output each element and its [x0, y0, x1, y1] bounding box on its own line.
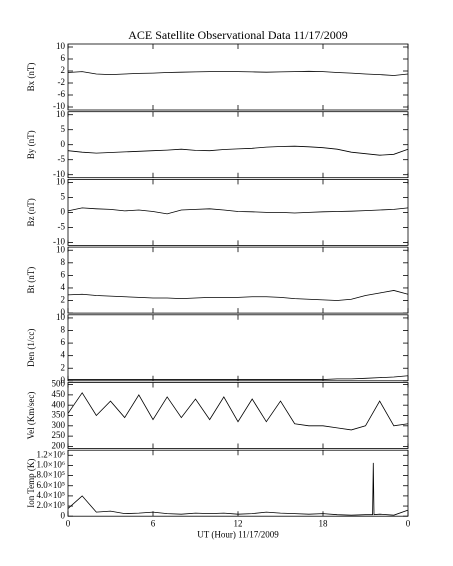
y-tick-label: 8 [61, 325, 66, 335]
y-axis-label: Bt (nT) [26, 267, 36, 294]
y-tick-label: 10 [56, 41, 66, 51]
y-tick-label: 450 [52, 389, 66, 399]
y-tick-label: -2 [58, 77, 66, 87]
x-tick-label: 0 [406, 518, 411, 528]
y-axis-label: Ion Temp (K) [26, 459, 36, 508]
y-tick-label: 8.0×10⁵ [37, 470, 65, 480]
x-tick-label: 12 [234, 518, 243, 528]
data-line [67, 462, 409, 516]
y-tick-label: 5 [61, 191, 66, 201]
panel-frame [67, 314, 409, 382]
y-tick-label: 1.2×10⁶ [37, 449, 65, 459]
y-tick-label: -10 [53, 236, 65, 246]
y-tick-label: 5 [61, 124, 66, 134]
y-axis-label: Bx (nT) [26, 63, 36, 92]
panel-frame [67, 449, 409, 517]
y-tick-label: 0 [61, 510, 66, 520]
y-tick-label: 6.0×10⁵ [37, 480, 65, 490]
y-tick-label: 10 [56, 312, 66, 322]
data-line [67, 70, 409, 76]
panel-frame [67, 43, 409, 111]
y-tick-label: 4.0×10⁵ [37, 490, 65, 500]
panel-frame [67, 246, 409, 314]
data-line [67, 207, 409, 215]
y-axis-label: Den (1/cc) [26, 329, 36, 367]
y-tick-label: 0 [61, 206, 66, 216]
y-tick-label: -10 [53, 101, 65, 111]
chart-title: ACE Satellite Observational Data 11/17/2… [128, 28, 348, 42]
y-tick-label: 2 [61, 362, 66, 372]
data-line [67, 290, 409, 301]
y-tick-label: 4 [61, 350, 66, 360]
y-tick-label: 0 [61, 307, 66, 317]
y-tick-label: 400 [52, 399, 66, 409]
y-axis-label: By (nT) [26, 130, 36, 159]
y-tick-label: 6 [61, 53, 66, 63]
y-tick-label: 350 [52, 410, 66, 420]
y-tick-label: 1.0×10⁶ [37, 459, 65, 469]
y-tick-label: 10 [56, 244, 66, 254]
y-tick-label: 6 [61, 337, 66, 347]
y-tick-label: 250 [52, 430, 66, 440]
x-tick-label: 0 [66, 518, 71, 528]
y-tick-label: -6 [58, 89, 66, 99]
y-tick-label: 10 [56, 176, 66, 186]
y-tick-label: 10 [56, 109, 66, 119]
y-tick-label: 2 [61, 295, 66, 305]
y-tick-label: 2 [61, 65, 66, 75]
panel-frame [67, 111, 409, 179]
data-line [68, 375, 409, 380]
panel-frame [67, 382, 409, 449]
x-tick-label: 18 [319, 518, 329, 528]
y-tick-label: -10 [53, 169, 65, 179]
y-axis-label: Bz (nT) [26, 198, 36, 226]
y-tick-label: 0 [61, 139, 66, 149]
y-axis-label: Vel (Km/sec) [26, 392, 36, 440]
y-tick-label: 2.0×10⁵ [37, 500, 65, 510]
y-tick-label: 4 [61, 282, 66, 292]
panel-frame [67, 178, 409, 246]
y-tick-label: -5 [58, 221, 66, 231]
data-line [67, 392, 409, 431]
x-tick-label: 6 [151, 518, 156, 528]
data-line [67, 145, 409, 156]
y-tick-label: 500 [52, 379, 66, 389]
y-tick-label: -5 [58, 154, 66, 164]
y-tick-label: 0 [61, 375, 66, 385]
x-axis-label: UT (Hour) 11/17/2009 [197, 529, 279, 539]
y-tick-label: 200 [52, 441, 66, 451]
y-tick-label: 8 [61, 257, 66, 267]
y-tick-label: 300 [52, 420, 66, 430]
y-tick-label: 6 [61, 269, 66, 279]
